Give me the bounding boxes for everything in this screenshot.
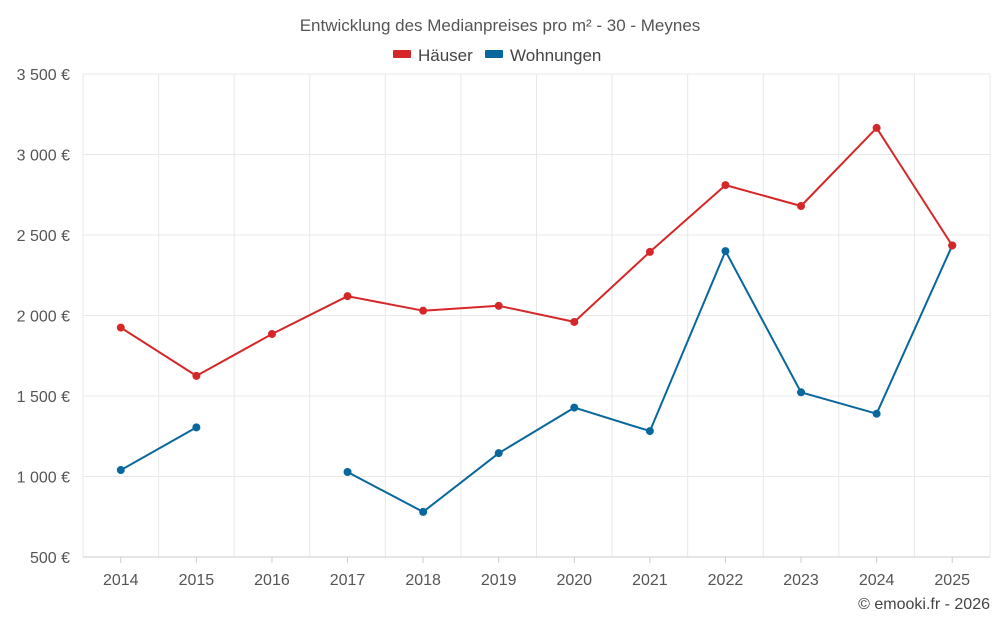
- x-tick-label: 2017: [330, 572, 366, 589]
- x-tick-label: 2023: [783, 572, 819, 589]
- data-point-haeuser[interactable]: [797, 202, 806, 211]
- series-line-haeuser: [120, 126, 954, 377]
- data-point-haeuser[interactable]: [570, 317, 579, 326]
- data-point-wohnungen[interactable]: [343, 467, 352, 476]
- data-point-haeuser[interactable]: [192, 371, 201, 380]
- legend-label-haeuser[interactable]: Häuser: [418, 46, 473, 65]
- axes: 500 € 1 000 € 1 500 € 2 000 € 2 500 € 3 000 €…: [17, 67, 990, 589]
- data-point-wohnungen[interactable]: [872, 409, 881, 418]
- series: [116, 123, 957, 516]
- data-point-wohnungen[interactable]: [192, 423, 201, 432]
- series-line-wohnungen: [347, 245, 954, 513]
- x-tick-label: 2021: [632, 572, 668, 589]
- data-point-wohnungen[interactable]: [494, 449, 503, 458]
- x-tick-label: 2015: [179, 572, 215, 589]
- data-point-haeuser[interactable]: [645, 247, 654, 256]
- legend-swatch-wohnungen[interactable]: [485, 50, 503, 58]
- data-point-wohnungen[interactable]: [797, 388, 806, 397]
- x-tick-label: 2022: [708, 572, 744, 589]
- x-tick-label: 2014: [103, 572, 139, 589]
- legend[interactable]: Häuser Wohnungen: [393, 46, 601, 65]
- chart-title: Entwicklung des Medianpreises pro m² - 3…: [300, 16, 701, 35]
- x-tick-label: 2020: [556, 572, 592, 589]
- series-wohnungen: [116, 241, 957, 516]
- y-tick-label: 1 500 €: [17, 389, 70, 406]
- data-point-haeuser[interactable]: [948, 241, 957, 250]
- y-tick-label: 2 000 €: [17, 309, 70, 326]
- series-line-wohnungen: [120, 426, 197, 471]
- grid: [82, 73, 991, 557]
- data-point-haeuser[interactable]: [267, 330, 276, 339]
- y-tick-label: 500 €: [30, 550, 70, 567]
- x-tick-label: 2025: [934, 572, 970, 589]
- data-point-wohnungen[interactable]: [116, 466, 125, 475]
- data-point-haeuser[interactable]: [343, 292, 352, 301]
- x-tick-label: 2019: [481, 572, 517, 589]
- y-tick-label: 1 000 €: [17, 470, 70, 487]
- data-point-wohnungen[interactable]: [570, 403, 579, 412]
- data-point-haeuser[interactable]: [494, 301, 503, 310]
- x-tick-label: 2024: [859, 572, 895, 589]
- data-point-haeuser[interactable]: [419, 306, 428, 315]
- x-tick-label: 2016: [254, 572, 290, 589]
- legend-label-wohnungen[interactable]: Wohnungen: [510, 46, 601, 65]
- series-haeuser: [116, 123, 957, 380]
- credit-text: © emooki.fr - 2026: [858, 596, 990, 613]
- data-point-haeuser[interactable]: [721, 181, 730, 190]
- x-tick-label: 2018: [405, 572, 441, 589]
- legend-swatch-haeuser[interactable]: [393, 50, 411, 58]
- y-tick-label: 3 500 €: [17, 67, 70, 84]
- y-tick-label: 2 500 €: [17, 228, 70, 245]
- y-tick-label: 3 000 €: [17, 148, 70, 165]
- data-point-wohnungen[interactable]: [721, 247, 730, 256]
- data-point-haeuser[interactable]: [116, 323, 125, 332]
- data-point-wohnungen[interactable]: [645, 427, 654, 436]
- data-point-haeuser[interactable]: [872, 123, 881, 132]
- data-point-wohnungen[interactable]: [419, 507, 428, 516]
